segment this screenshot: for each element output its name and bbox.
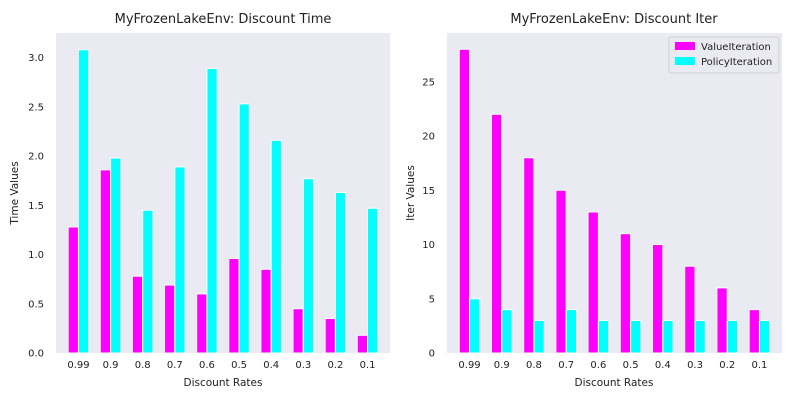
- x-tick-label: 0.5: [623, 360, 639, 371]
- y-ticks: 0 5 10 15 20 25: [422, 77, 435, 359]
- x-tick-label: 0.3: [687, 360, 703, 371]
- bar-series2-0.5: [630, 319, 642, 354]
- bar-series1-0.99: [67, 226, 79, 354]
- x-tick-label: 0.4: [655, 360, 671, 371]
- bar-series2-0.2: [334, 192, 347, 354]
- bar-series1-0.7: [164, 284, 176, 354]
- y-tick-label: 20: [422, 132, 435, 143]
- bar-series1-0.8: [523, 157, 535, 354]
- y-tick-label: 3.0: [28, 53, 44, 64]
- bar-series1-0.3: [684, 265, 696, 354]
- y-tick-label: 0.5: [28, 299, 44, 310]
- x-tick-label: 0.4: [263, 360, 279, 371]
- bar-series2-0.8: [142, 209, 154, 354]
- x-axis-label: Discount Rates: [184, 377, 263, 389]
- bar-series1-0.5: [619, 233, 632, 354]
- bar-series2-0.6: [206, 67, 218, 354]
- x-axis-label: Discount Rates: [575, 377, 654, 389]
- y-tick-label: 10: [422, 240, 435, 251]
- x-tick-label: 0.5: [231, 360, 247, 371]
- y-tick-label: 1.5: [28, 201, 44, 212]
- x-tick-label: 0.6: [199, 360, 215, 371]
- bar-series1-0.2: [324, 318, 336, 354]
- bar-series1-0.6: [196, 293, 208, 354]
- chart-discount-time: 0.00.51.01.52.02.53.0 0.99 0.9 0.8 0.7 0.6 0.…: [9, 12, 390, 389]
- y-tick-label: 15: [422, 186, 435, 197]
- bar-series2-0.99: [77, 49, 90, 354]
- chart-title: MyFrozenLakeEnv: Discount Iter: [510, 12, 718, 27]
- bars-group: [458, 48, 771, 354]
- x-tick-label: 0.8: [135, 360, 151, 371]
- legend-swatch-valueiteration: [675, 42, 695, 50]
- bar-series2-0.3: [694, 319, 706, 354]
- bar-series1-0.9: [490, 113, 503, 354]
- bar-series1-0.4: [260, 268, 272, 354]
- y-tick-label: 0: [429, 349, 435, 360]
- x-tick-label: 0.99: [458, 360, 480, 371]
- bar-series1-0.5: [228, 257, 240, 354]
- legend-swatch-policyiteration: [675, 57, 695, 65]
- bars-group: [67, 49, 379, 354]
- legend-label-policyiteration: PolicyIteration: [701, 57, 772, 68]
- bar-series2-0.4: [270, 139, 282, 354]
- x-tick-label: 0.1: [751, 360, 767, 371]
- x-tick-label: 0.8: [526, 360, 542, 371]
- x-tick-label: 0.9: [494, 360, 510, 371]
- bar-series2-0.7: [174, 166, 186, 354]
- y-ticks: 0.0 0.5 1.0 1.5 2.0 2.5 3.0: [28, 53, 44, 359]
- bar-series2-0.1: [367, 207, 379, 354]
- legend-label-valueiteration: ValueIteration: [701, 42, 771, 53]
- bar-series1-0.1: [356, 334, 369, 354]
- y-axis-label: Time Values: [9, 161, 21, 225]
- bar-series1-0.2: [716, 287, 728, 354]
- x-tick-label: 0.9: [103, 360, 119, 371]
- y-tick-label: 2.5: [28, 102, 44, 113]
- y-tick-label: 25: [422, 77, 435, 88]
- x-tick-label: 0.2: [327, 360, 343, 371]
- bar-series2-0.7: [565, 309, 577, 354]
- bar-series2-0.1: [758, 319, 771, 354]
- bar-series2-0.9: [501, 309, 513, 354]
- x-tick-label: 0.99: [67, 360, 89, 371]
- x-tick-label: 0.7: [167, 360, 183, 371]
- bar-series2-0.9: [110, 157, 122, 354]
- y-tick-label: 0.0: [28, 349, 44, 360]
- x-ticks: 0.99 0.9 0.8 0.7 0.6 0.5 0.4 0.3 0.2 0.1: [458, 360, 767, 371]
- x-tick-label: 0.2: [719, 360, 735, 371]
- y-tick-label: 2.0: [28, 152, 44, 163]
- bar-series1-0.9: [99, 169, 112, 354]
- legend-box: [668, 36, 780, 74]
- bar-series2-0.99: [469, 298, 481, 354]
- x-tick-label: 0.7: [558, 360, 574, 371]
- y-tick-label: 1.0: [28, 250, 44, 261]
- bar-series2-0.4: [662, 319, 674, 354]
- bar-series1-0.4: [652, 244, 664, 354]
- bar-series1-0.3: [292, 308, 304, 354]
- bar-series1-0.6: [587, 211, 599, 354]
- chart-title: MyFrozenLakeEnv: Discount Time: [115, 12, 332, 27]
- y-axis-label: Iter Values: [405, 165, 417, 221]
- bar-series2-0.5: [238, 103, 250, 354]
- x-tick-label: 0.1: [360, 360, 376, 371]
- bar-series1-0.99: [458, 48, 471, 354]
- bar-series2-0.8: [533, 319, 545, 354]
- x-tick-label: 0.6: [590, 360, 606, 371]
- bar-series1-0.8: [131, 275, 144, 354]
- bar-series2-0.3: [302, 178, 315, 354]
- bar-series2-0.6: [597, 319, 610, 354]
- bar-series2-0.2: [726, 319, 739, 354]
- x-tick-label: 0.3: [295, 360, 311, 371]
- x-ticks: 0.99 0.9 0.8 0.7 0.6 0.5 0.4 0.3 0.2 0.1: [67, 360, 375, 371]
- legend: ValueIteration PolicyIteration: [668, 36, 780, 74]
- y-tick-label: 5: [429, 294, 435, 305]
- bar-series1-0.7: [555, 189, 567, 354]
- bar-series1-0.1: [748, 309, 760, 354]
